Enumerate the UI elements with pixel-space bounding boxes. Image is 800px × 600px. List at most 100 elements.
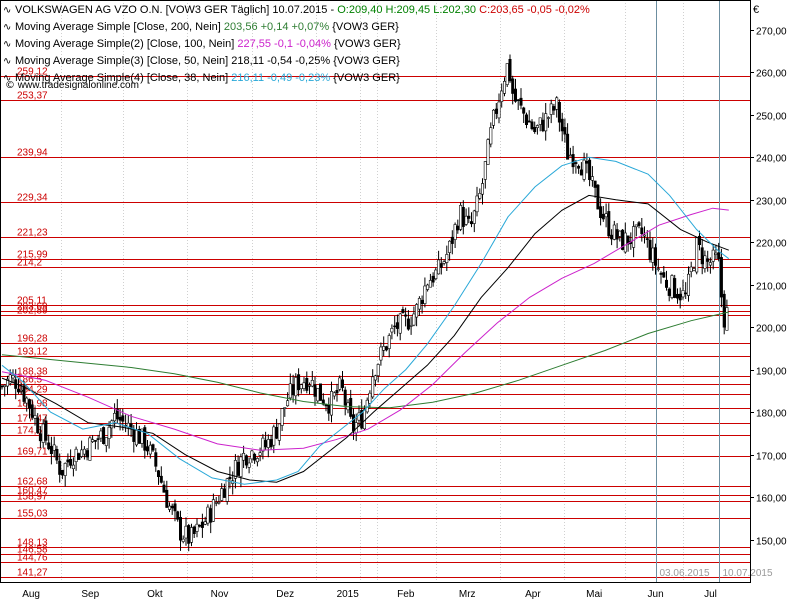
candles bbox=[0, 54, 729, 552]
price-tick-label: 270,00 bbox=[756, 27, 787, 38]
level-label: 158,97 bbox=[17, 492, 48, 503]
time-tick-label: Apr bbox=[525, 589, 541, 600]
candle-body bbox=[143, 427, 147, 451]
candle-body bbox=[269, 439, 273, 448]
level-label: 221,23 bbox=[17, 228, 48, 239]
legend-row-ma38[interactable]: ∿ Moving Average Simple(4) [Close, 38, Ne… bbox=[3, 70, 590, 87]
candle-body bbox=[689, 266, 693, 272]
legend-label: Moving Average Simple [Close, 200, Nein] bbox=[15, 21, 221, 33]
candle-body bbox=[288, 383, 292, 399]
candle-body bbox=[36, 417, 40, 434]
time-tick-label: Okt bbox=[147, 589, 163, 600]
candle-body bbox=[343, 389, 347, 406]
time-tick-label: Jul bbox=[704, 589, 717, 600]
wave-icon: ∿ bbox=[3, 5, 12, 16]
candle-body bbox=[115, 408, 119, 420]
candle-body bbox=[250, 450, 254, 460]
candle-body bbox=[708, 262, 712, 266]
moving-average-line bbox=[1, 311, 729, 409]
level-label: 146,58 bbox=[17, 545, 48, 556]
candle-body bbox=[426, 284, 430, 290]
candle-body bbox=[203, 521, 207, 525]
candle-body bbox=[390, 327, 394, 333]
candle-body bbox=[448, 240, 452, 253]
candle-body bbox=[478, 193, 482, 199]
candle-body bbox=[459, 205, 463, 230]
candle-body bbox=[571, 154, 575, 168]
candle-body bbox=[607, 211, 611, 237]
candle-body bbox=[590, 176, 594, 181]
legend-ticker: {VOW3 GER} bbox=[333, 55, 400, 67]
level-label: 162,68 bbox=[17, 477, 48, 488]
price-tick-label: 180,00 bbox=[756, 409, 787, 420]
price-tick-label: 240,00 bbox=[756, 154, 787, 165]
candle-body bbox=[552, 106, 556, 111]
candle-body bbox=[546, 117, 550, 119]
time-tick-label: Nov bbox=[211, 589, 229, 600]
candle-body bbox=[684, 292, 688, 295]
candle-body bbox=[530, 121, 534, 130]
candle-body bbox=[187, 525, 191, 544]
candle-body bbox=[16, 388, 20, 393]
candle-body bbox=[516, 99, 520, 101]
candle-body bbox=[566, 133, 570, 160]
level-label: 169,71 bbox=[17, 447, 48, 458]
candle-body bbox=[686, 273, 690, 296]
candle-body bbox=[508, 58, 512, 82]
candle-body bbox=[579, 169, 583, 176]
candle-body bbox=[522, 107, 526, 114]
source-credit: © www.tradesignalonline.com bbox=[5, 80, 139, 91]
legend-row-ma100[interactable]: ∿ Moving Average Simple(2) [Close, 100, N… bbox=[3, 36, 590, 53]
candle-body bbox=[494, 108, 498, 114]
candle-body bbox=[692, 268, 696, 271]
time-tick-label: Mai bbox=[586, 589, 602, 600]
candle-body bbox=[574, 162, 578, 164]
legend-ticker: {VOW3 GER} bbox=[334, 38, 401, 50]
legend-label: Moving Average Simple(2) [Close, 100, Ne… bbox=[15, 38, 235, 50]
instrument-sep: - bbox=[330, 4, 335, 16]
candle-body bbox=[261, 437, 265, 452]
candle-body bbox=[192, 526, 196, 535]
candle-body bbox=[412, 313, 416, 326]
candle-body bbox=[527, 120, 531, 123]
candle-body bbox=[280, 408, 284, 426]
level-label: 184,29 bbox=[17, 385, 48, 396]
candle-body bbox=[502, 81, 506, 94]
candle-body bbox=[151, 444, 155, 451]
legend-ticker: {VOW3 GER} bbox=[332, 21, 399, 33]
candle-body bbox=[486, 139, 490, 165]
candle-body bbox=[85, 450, 89, 458]
legend-row-ma200[interactable]: ∿ Moving Average Simple [Close, 200, Nein… bbox=[3, 19, 590, 36]
candle-body bbox=[277, 423, 281, 441]
candle-body bbox=[22, 385, 26, 402]
time-tick-label: Dez bbox=[276, 589, 294, 600]
level-label: 196,28 bbox=[17, 334, 48, 345]
candle-body bbox=[110, 420, 114, 429]
candle-body bbox=[582, 159, 586, 180]
candle-body bbox=[3, 384, 7, 388]
instrument-date: 10.07.2015 bbox=[272, 4, 328, 16]
candle-body bbox=[96, 438, 100, 440]
candle-body bbox=[601, 213, 605, 220]
candle-body bbox=[179, 516, 183, 541]
candle-body bbox=[93, 440, 97, 442]
candle-body bbox=[228, 476, 232, 480]
candle-body bbox=[307, 384, 311, 387]
candle-body bbox=[316, 388, 320, 402]
candle-body bbox=[0, 385, 4, 388]
candle-body bbox=[69, 458, 73, 466]
candle-body bbox=[593, 180, 597, 188]
legend-row-ma50[interactable]: ∿ Moving Average Simple(3) [Close, 50, Ne… bbox=[3, 53, 590, 70]
candle-body bbox=[60, 469, 64, 476]
level-label: 141,27 bbox=[17, 568, 48, 579]
candle-body bbox=[659, 272, 663, 275]
candle-body bbox=[404, 314, 408, 317]
candle-body bbox=[406, 318, 410, 330]
candle-body bbox=[717, 252, 721, 259]
candle-body bbox=[299, 384, 303, 390]
candle-body bbox=[475, 195, 479, 213]
candle-body bbox=[41, 423, 45, 443]
wave-icon: ∿ bbox=[3, 39, 12, 50]
candle-body bbox=[324, 404, 328, 407]
